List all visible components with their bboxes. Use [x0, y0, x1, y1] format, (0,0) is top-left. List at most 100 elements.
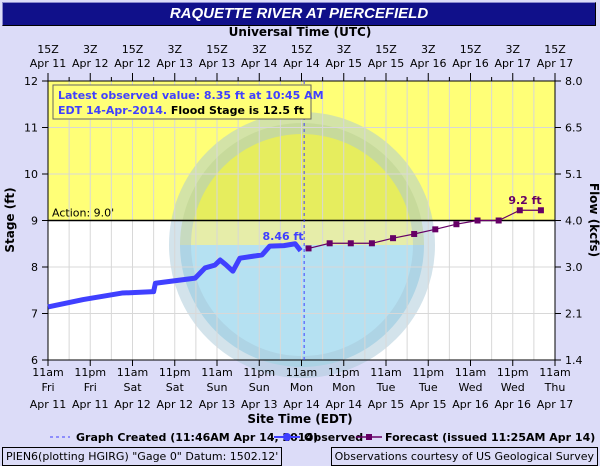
bottom-tick-time: 11pm [74, 366, 106, 379]
top-tick-date: Apr 12 [114, 57, 151, 70]
bottom-tick-date: Apr 13 [241, 398, 278, 411]
top-tick-date: Apr 14 [283, 57, 320, 70]
top-tick-date: Apr 15 [325, 57, 362, 70]
bottom-tick-time: 11am [539, 366, 570, 379]
top-tick-label: 15Z [122, 43, 144, 56]
top-tick-date: Apr 17 [537, 57, 574, 70]
top-tick-label: 3Z [336, 43, 351, 56]
bottom-tick-time: 11pm [412, 366, 444, 379]
y-axis-title: Stage (ft) [3, 187, 17, 252]
legend-observed-marker [283, 433, 291, 441]
bottom-tick-date: Apr 13 [199, 398, 236, 411]
top-tick-label: 15Z [375, 43, 397, 56]
top-tick-label: 15Z [291, 43, 313, 56]
y-tick-label: 9 [31, 215, 38, 228]
bottom-tick-time: 11am [201, 366, 232, 379]
top-tick-label: 15Z [460, 43, 482, 56]
bottom-tick-date: Apr 11 [72, 398, 109, 411]
forecast-point [305, 245, 312, 252]
top-tick-label: 15Z [206, 43, 228, 56]
forecast-peak-label: 9.2 ft [508, 194, 541, 207]
bottom-tick-day: Sun [249, 381, 270, 394]
bottom-tick-time: 11am [286, 366, 317, 379]
y2-tick-label: 3.0 [565, 261, 583, 274]
bottom-tick-day: Wed [459, 381, 483, 394]
top-tick-label: 3Z [83, 43, 98, 56]
y2-tick-label: 4.0 [565, 215, 583, 228]
top-axis-title: Universal Time (UTC) [229, 25, 372, 39]
bottom-tick-time: 11pm [497, 366, 529, 379]
forecast-point [368, 240, 375, 247]
top-tick-date: Apr 16 [452, 57, 489, 70]
top-tick-label: 3Z [505, 43, 520, 56]
action-label: Action: 9.0' [52, 207, 114, 220]
y-tick-label: 12 [24, 75, 38, 88]
bottom-tick-day: Thu [544, 381, 566, 394]
y2-tick-label: 2.1 [565, 308, 583, 321]
forecast-point [390, 235, 397, 242]
top-tick-date: Apr 13 [199, 57, 236, 70]
bottom-tick-day: Wed [501, 381, 525, 394]
top-tick-label: 15Z [544, 43, 566, 56]
bottom-tick-day: Mon [332, 381, 355, 394]
observations-credit: Observations courtesy of US Geological S… [330, 447, 598, 466]
top-tick-label: 15Z [37, 43, 59, 56]
y-tick-label: 6 [31, 354, 38, 367]
bottom-tick-date: Apr 16 [452, 398, 489, 411]
legend-forecast-label: Forecast (issued 11:25AM Apr 14) [385, 431, 595, 444]
y2-tick-label: 8.0 [565, 75, 583, 88]
y-tick-label: 10 [24, 168, 38, 181]
chart-title: RAQUETTE RIVER AT PIERCEFIELD [2, 2, 596, 26]
bottom-tick-date: Apr 12 [156, 398, 193, 411]
top-tick-date: Apr 11 [30, 57, 67, 70]
top-tick-label: 3Z [167, 43, 182, 56]
forecast-point [495, 217, 502, 224]
bottom-tick-time: 11am [117, 366, 148, 379]
y-tick-label: 11 [24, 122, 38, 135]
observed-peak-label: 8.46 ft [262, 230, 303, 243]
bottom-tick-time: 11pm [243, 366, 275, 379]
y2-tick-label: 5.1 [565, 168, 583, 181]
forecast-point [516, 207, 523, 214]
bottom-tick-day: Mon [290, 381, 313, 394]
bottom-tick-time: 11am [370, 366, 401, 379]
legend-observed-label: Observed [304, 431, 363, 444]
bottom-tick-time: 11pm [159, 366, 191, 379]
bottom-tick-day: Sun [207, 381, 228, 394]
bottom-tick-time: 11am [455, 366, 486, 379]
top-tick-date: Apr 13 [156, 57, 193, 70]
bottom-tick-day: Sat [123, 381, 142, 394]
bottom-tick-time: 11am [32, 366, 63, 379]
bottom-tick-date: Apr 17 [537, 398, 574, 411]
top-tick-date: Apr 14 [241, 57, 278, 70]
bottom-tick-day: Tue [376, 381, 396, 394]
latest-observed-text: Latest observed value: 8.35 ft at 10:45 … [58, 89, 324, 102]
forecast-point [347, 240, 354, 247]
latest-observed-date: EDT 14-Apr-2014. Flood Stage is 12.5 ft [58, 104, 304, 117]
gage-info: PIEN6(plotting HGIRG) "Gage 0" Datum: 15… [2, 447, 283, 466]
bottom-tick-day: Fri [41, 381, 54, 394]
flood-stage-text: Flood Stage is 12.5 ft [167, 104, 304, 117]
bottom-tick-day: Sat [166, 381, 185, 394]
forecast-point [326, 240, 333, 247]
forecast-point [432, 226, 439, 233]
legend-forecast-marker [366, 434, 372, 440]
bottom-tick-day: Fri [84, 381, 97, 394]
y-tick-label: 7 [31, 308, 38, 321]
y2-axis-title: Flow (kcfs) [587, 183, 600, 257]
annotation-box [52, 84, 312, 120]
bottom-tick-date: Apr 12 [114, 398, 151, 411]
bottom-tick-time: 11pm [328, 366, 360, 379]
top-tick-label: 3Z [252, 43, 267, 56]
y2-tick-label: 1.4 [565, 354, 583, 367]
bottom-tick-date: Apr 16 [494, 398, 531, 411]
forecast-line [308, 209, 541, 249]
bottom-tick-date: Apr 14 [283, 398, 320, 411]
top-tick-date: Apr 12 [72, 57, 109, 70]
top-tick-date: Apr 15 [368, 57, 405, 70]
bottom-tick-date: Apr 15 [410, 398, 447, 411]
top-tick-date: Apr 17 [494, 57, 531, 70]
legend-created-label: Graph Created (11:46AM Apr 14, 2014) [76, 431, 318, 444]
x-axis-title: Site Time (EDT) [247, 412, 352, 426]
